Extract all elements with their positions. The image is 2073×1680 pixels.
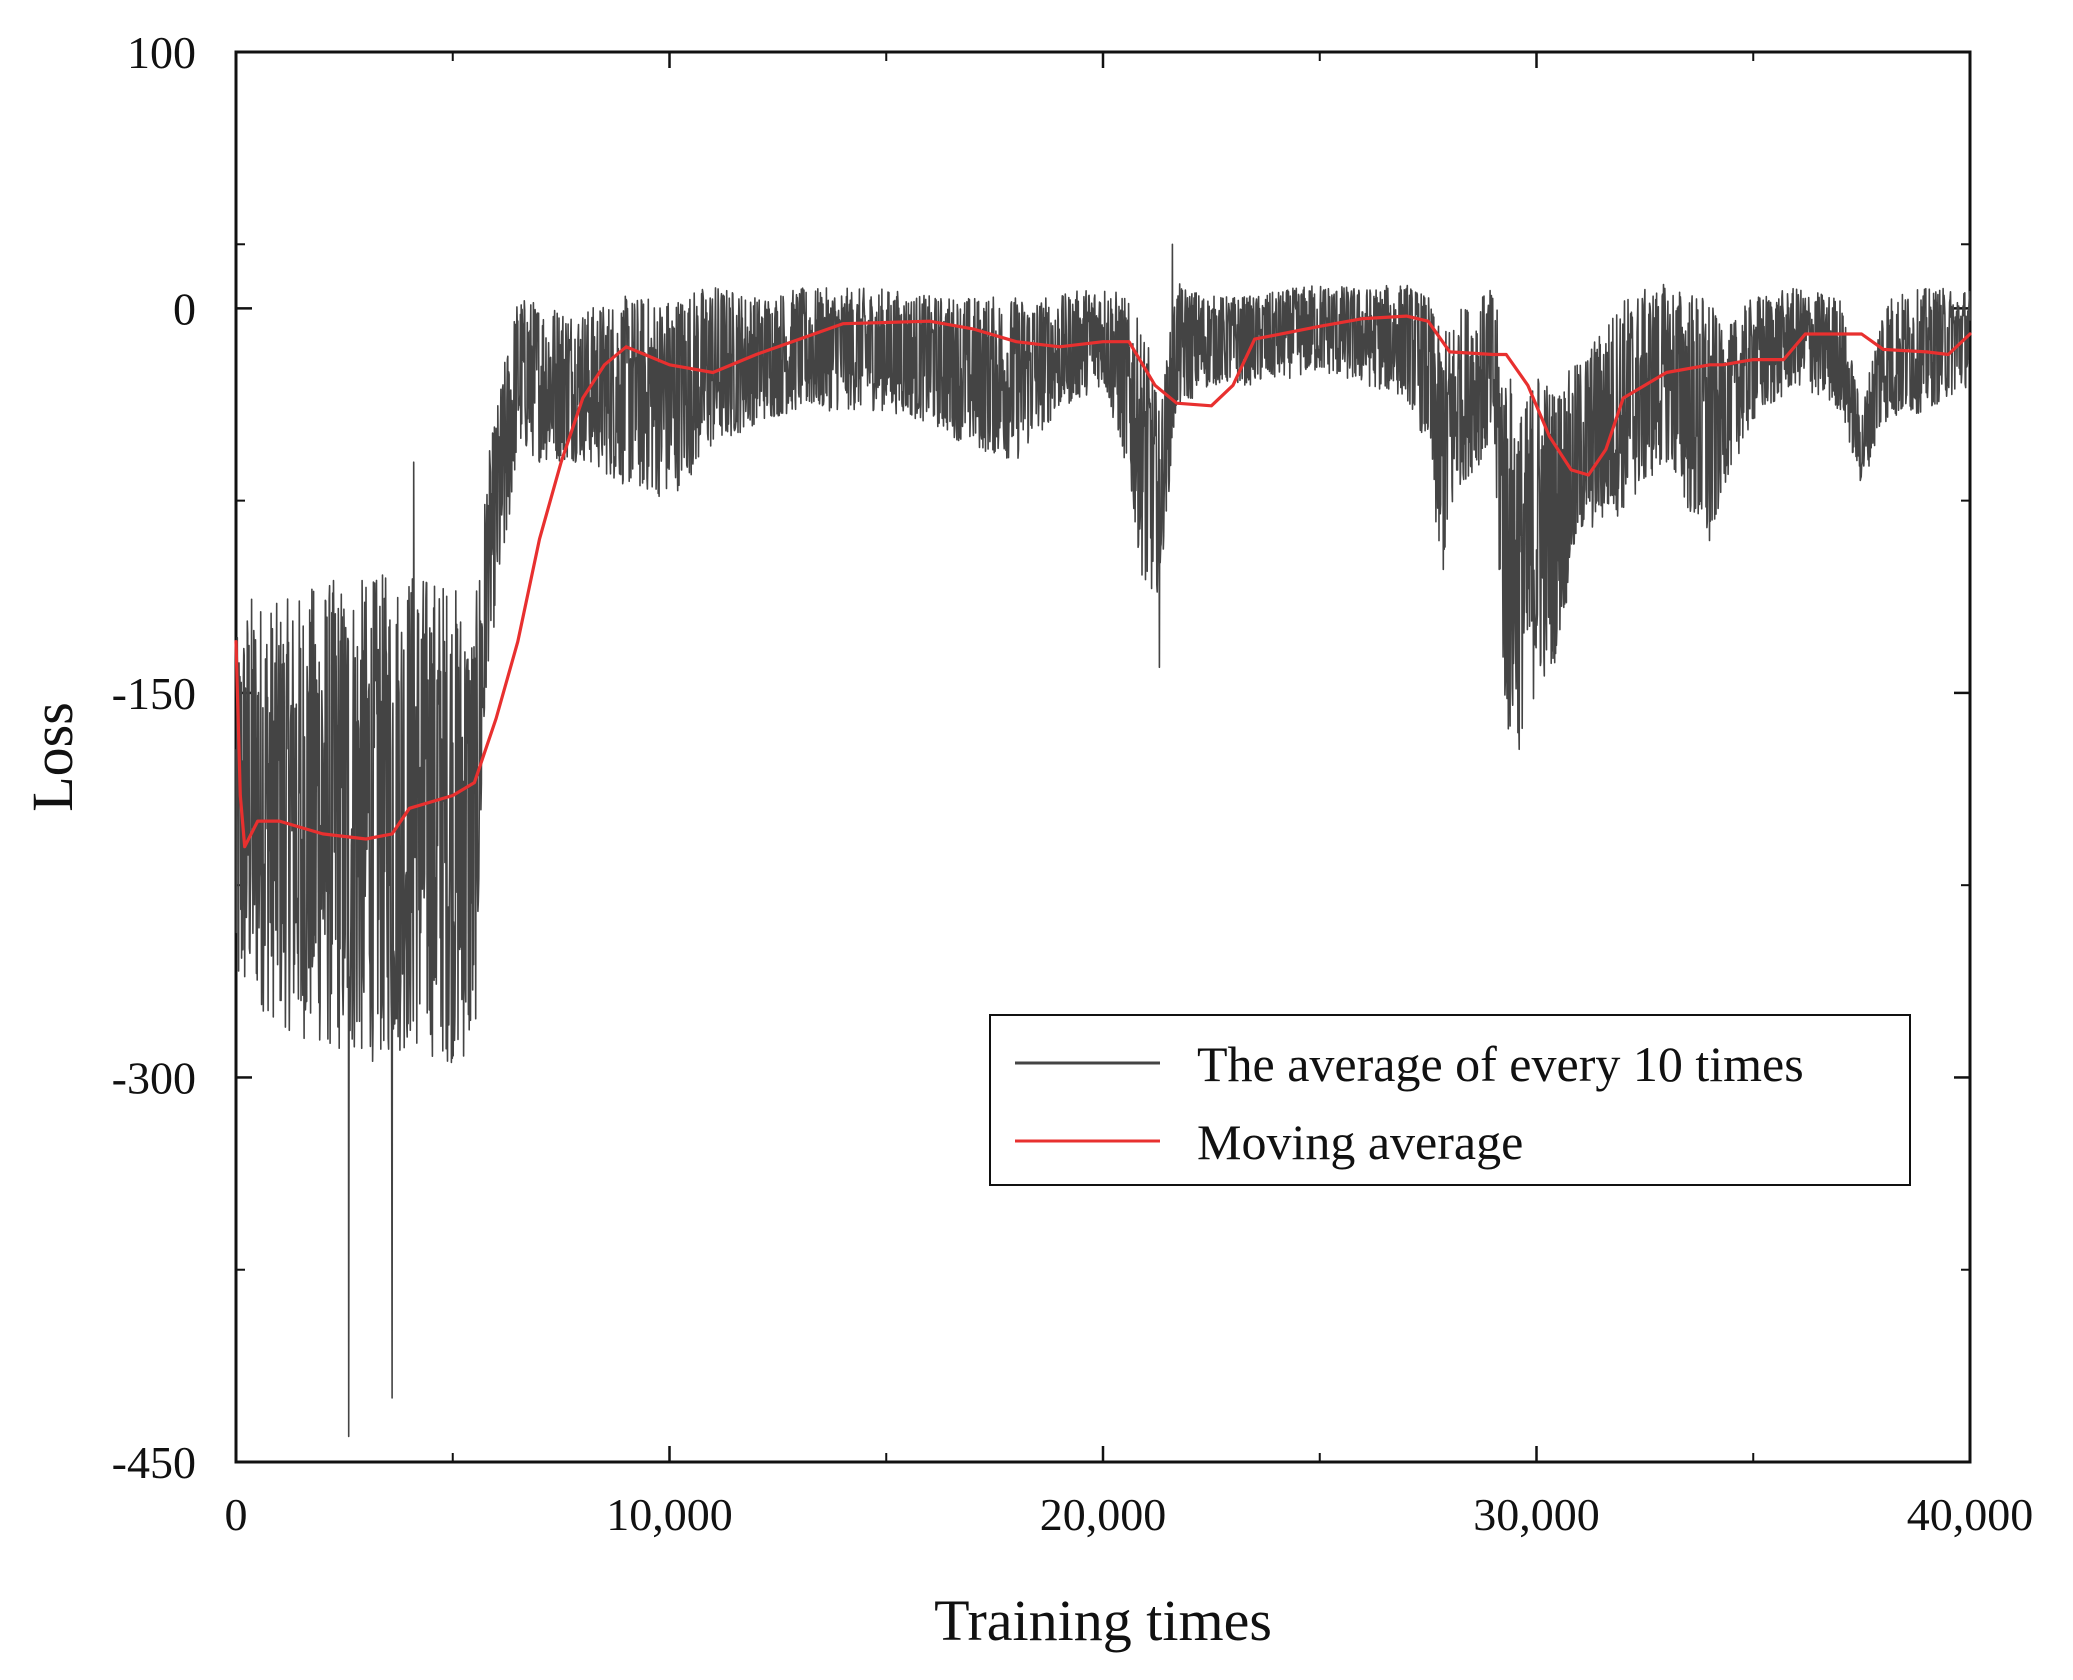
plot-frame xyxy=(234,50,1972,1464)
y-tick-label: -300 xyxy=(112,1052,196,1103)
moving-average-layer xyxy=(234,314,1972,849)
x-tick-label: 20,000 xyxy=(1040,1489,1167,1540)
x-axis-title: Training times xyxy=(934,1588,1272,1653)
series-line-average-every-10 xyxy=(235,243,1971,1438)
x-tick-label: 40,000 xyxy=(1907,1489,2034,1540)
x-tick-label: 30,000 xyxy=(1473,1489,1600,1540)
x-tick-label: 0 xyxy=(225,1489,248,1540)
series-line-moving-average xyxy=(234,314,1972,849)
y-tick-label: 100 xyxy=(127,27,196,78)
y-tick-label: 0 xyxy=(173,283,196,334)
legend-box xyxy=(989,1014,1911,1186)
y-tick-label: -450 xyxy=(112,1437,196,1488)
axis-ticks: 0 10,000 20,000 30,000 40,000 100 -150 -300 -450… xyxy=(112,27,2034,1540)
legend-label-moving-average: Moving average xyxy=(1197,1114,1523,1170)
noisy-series-layer xyxy=(235,243,1971,1438)
legend: The average of every 10 times Moving ave… xyxy=(989,1014,1911,1186)
y-axis-title: Loss xyxy=(20,702,85,812)
x-tick-label: 10,000 xyxy=(606,1489,733,1540)
legend-label-noisy: The average of every 10 times xyxy=(1197,1036,1804,1092)
y-tick-label: -150 xyxy=(112,668,196,719)
